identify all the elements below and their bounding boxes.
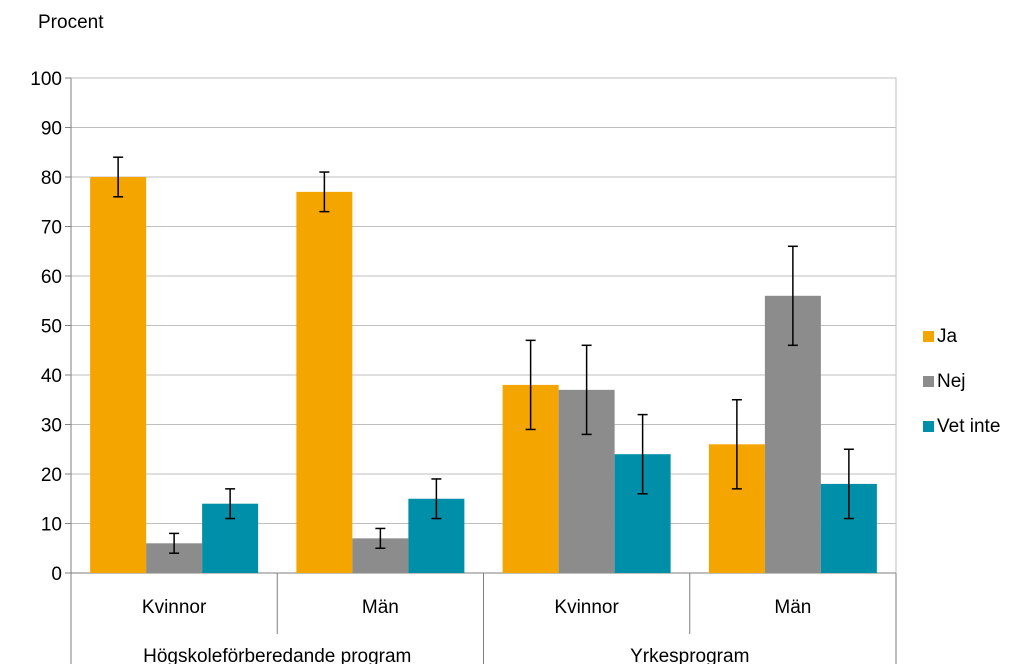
x-tick-label: Kvinnor: [554, 597, 619, 618]
y-tick-label: 30: [41, 416, 62, 437]
legend-label-nej: Nej: [937, 370, 966, 392]
legend-swatch-nej: [923, 376, 934, 387]
legend-label-ja: Ja: [937, 325, 958, 347]
y-tick-label: 0: [51, 564, 62, 585]
x-tick-label: Män: [362, 597, 399, 618]
legend-item-vet-inte: Vet inte: [923, 404, 1000, 449]
x-group-label: Yrkesprogram: [630, 646, 749, 664]
plot-area: 0 10 20 30 40 50 60 70 80 90 100 Kvinnor Män Kvinnor M…: [30, 69, 897, 664]
legend-swatch-vet-inte: [923, 421, 934, 432]
y-tick-label: 90: [41, 119, 62, 140]
y-tick-label: 40: [41, 366, 62, 387]
y-tick-label: 70: [41, 218, 62, 239]
legend-swatch-ja: [923, 331, 934, 342]
legend-item-ja: Ja: [923, 314, 1000, 359]
y-tick-label: 50: [41, 317, 62, 338]
legend-item-nej: Nej: [923, 359, 1000, 404]
bar-ja: [90, 177, 147, 573]
bar-ja: [296, 191, 353, 573]
y-axis-title: Procent: [38, 12, 104, 33]
y-tick-label: 10: [41, 515, 62, 536]
y-tick-label: 60: [41, 267, 62, 288]
y-tick-label: 20: [41, 465, 62, 486]
x-tick-label: Män: [774, 597, 811, 618]
legend-label-vet-inte: Vet inte: [937, 415, 1001, 437]
x-tick-label: Kvinnor: [142, 597, 207, 618]
legend: Ja Nej Vet inte: [923, 314, 1000, 449]
y-tick-label: 80: [41, 168, 62, 189]
x-group-label: Högskoleförberedande program: [143, 646, 411, 664]
y-tick-label: 100: [30, 69, 62, 90]
